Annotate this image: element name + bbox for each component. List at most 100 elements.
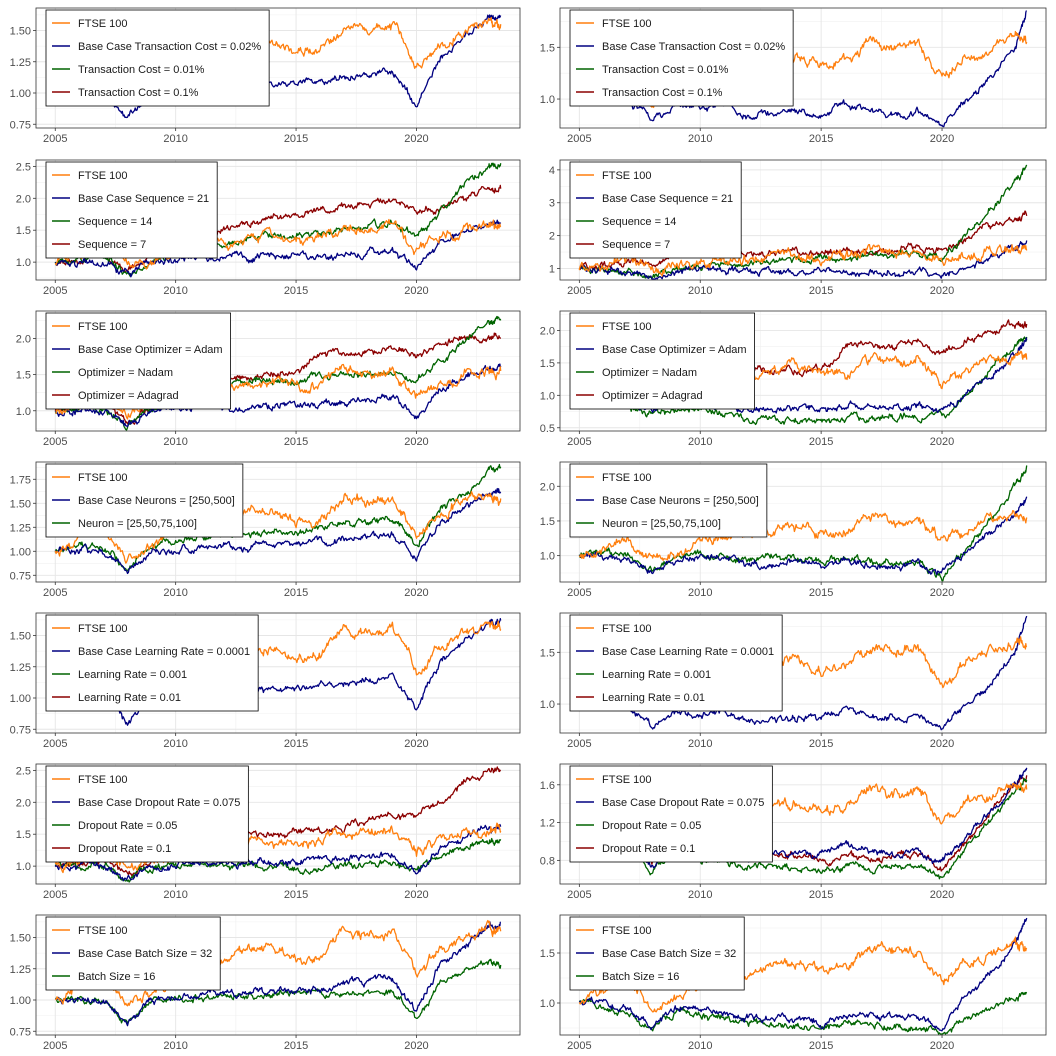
legend-box [569, 765, 773, 863]
x-tick-label: 2010 [163, 587, 187, 599]
y-tick-label: 1.0 [540, 998, 555, 1010]
y-tick-label: 1 [549, 263, 555, 275]
y-tick-label: 1.25 [10, 964, 31, 976]
y-tick-label: 1.0 [540, 390, 555, 402]
series-line-2 [54, 219, 502, 278]
series-lines [54, 162, 502, 278]
y-tick-label: 1.0 [540, 699, 555, 711]
legend-label: Dropout Rate = 0.05 [602, 820, 701, 832]
legend-label: Optimizer = Adagrad [78, 390, 179, 402]
legend-label: Sequence = 7 [78, 239, 146, 251]
legend: FTSE 100 Base Case Sequence = 21 Sequence … [45, 161, 218, 259]
y-tick-label: 1.5 [16, 370, 31, 382]
y-tick-label: 1.25 [10, 57, 31, 69]
x-tick-label: 2005 [567, 738, 591, 750]
legend-label: Sequence = 14 [602, 216, 676, 228]
legend-label: Transaction Cost = 0.1% [602, 87, 723, 99]
series-line-2 [579, 615, 1028, 731]
legend-label: Optimizer = Adagrad [602, 390, 703, 402]
legend: FTSE 100 Base Case Transaction Cost = 0.0… [45, 9, 270, 107]
x-tick-label: 2020 [404, 285, 428, 297]
series-line-2 [55, 363, 502, 428]
legend-box [569, 9, 794, 107]
series-line-2 [578, 767, 1028, 869]
legend-label: Transaction Cost = 0.01% [78, 64, 205, 76]
y-tick-label: 1.00 [10, 88, 31, 100]
x-tick-label: 2015 [284, 1040, 308, 1052]
x-tick-label: 2010 [163, 1040, 187, 1052]
x-tick-label: 2020 [930, 436, 954, 448]
series-line-1 [578, 510, 1028, 561]
legend-label: FTSE 100 [78, 18, 128, 30]
series-lines [54, 463, 502, 575]
x-tick-label: 2010 [688, 1040, 712, 1052]
x-tick-label: 2015 [809, 587, 833, 599]
y-tick-label: 1.0 [540, 94, 555, 106]
chart-panel-3: 2005 2010 2015 2020 1.0 1.5 2.0 2.5 FTSE 100 Base… [16, 159, 521, 297]
x-tick-label: 2005 [43, 889, 67, 901]
panel-border [559, 159, 1047, 281]
y-tick-label: 2.5 [16, 161, 31, 173]
panel-border [35, 914, 521, 1036]
y-tick-label: 1.50 [10, 498, 31, 510]
series-line-2 [54, 823, 502, 882]
legend-label: Sequence = 7 [602, 239, 670, 251]
x-tick-label: 2010 [163, 738, 187, 750]
series-line-4 [54, 766, 502, 877]
series-line-1 [54, 919, 502, 1007]
legend-label: Batch Size = 16 [78, 971, 155, 983]
panel-border [559, 914, 1047, 1036]
legend-label: Base Case Dropout Rate = 0.075 [78, 797, 240, 809]
series-lines [578, 917, 1028, 1035]
x-tick-label: 2010 [163, 889, 187, 901]
x-tick-label: 2020 [930, 738, 954, 750]
legend-label: Base Case Sequence = 21 [78, 193, 209, 205]
x-tick-label: 2020 [930, 587, 954, 599]
legend: FTSE 100 Base Case Neurons = [250,500] Neu… [569, 463, 768, 538]
chart-panel-13: 2005 2010 2015 2020 0.75 1.00 1.25 1.50 FTSE 100… [10, 914, 521, 1052]
y-tick-label: 2.5 [16, 765, 31, 777]
legend-box [45, 312, 231, 410]
legend-label: Neuron = [25,50,75,100] [78, 518, 197, 530]
x-tick-label: 2015 [809, 436, 833, 448]
legend-box [45, 765, 249, 863]
x-tick-label: 2020 [404, 738, 428, 750]
x-tick-label: 2015 [809, 1040, 833, 1052]
series-lines [54, 919, 502, 1027]
legend: FTSE 100 Base Case Optimizer = Adam Optimi… [569, 312, 755, 410]
y-tick-label: 2.0 [540, 325, 555, 337]
y-tick-label: 1.50 [10, 933, 31, 945]
legend-label: Base Case Batch Size = 32 [602, 948, 736, 960]
y-tick-label: 3 [549, 198, 555, 210]
x-tick-label: 2020 [404, 133, 428, 145]
series-line-4 [55, 184, 502, 273]
chart-panel-9: 2005 2010 2015 2020 0.75 1.00 1.25 1.50 FTSE 100… [10, 612, 521, 750]
legend-label: FTSE 100 [78, 925, 128, 937]
legend-label: Base Case Batch Size = 32 [78, 948, 212, 960]
series-line-1 [54, 822, 502, 874]
chart-panel-5: 2005 2010 2015 2020 1.0 1.5 2.0 FTSE 100 Base Ca… [16, 310, 521, 448]
x-tick-label: 2005 [43, 738, 67, 750]
legend-label: FTSE 100 [78, 623, 128, 635]
legend-label: Sequence = 14 [78, 216, 152, 228]
legend: FTSE 100 Base Case Transaction Cost = 0.0… [569, 9, 794, 107]
y-tick-label: 1.25 [10, 522, 31, 534]
chart-panel-10: 2005 2010 2015 2020 1.0 1.5 FTSE 100 Base Case … [540, 612, 1047, 750]
series-lines [578, 465, 1028, 582]
legend-label: FTSE 100 [78, 472, 128, 484]
legend-label: Transaction Cost = 0.01% [602, 64, 729, 76]
x-tick-label: 2005 [567, 285, 591, 297]
x-tick-label: 2010 [688, 436, 712, 448]
legend-label: Learning Rate = 0.01 [602, 692, 705, 704]
x-tick-label: 2015 [809, 285, 833, 297]
legend-label: Base Case Learning Rate = 0.0001 [78, 646, 250, 658]
y-tick-label: 1.0 [16, 257, 31, 269]
x-tick-label: 2015 [809, 889, 833, 901]
legend: FTSE 100 Base Case Batch Size = 32 Batch S… [569, 916, 745, 991]
legend-box [569, 614, 783, 712]
legend-label: Learning Rate = 0.001 [78, 669, 187, 681]
legend: FTSE 100 Base Case Dropout Rate = 0.075 Dr… [569, 765, 773, 863]
y-tick-label: 2.0 [16, 193, 31, 205]
y-tick-label: 2.0 [540, 481, 555, 493]
